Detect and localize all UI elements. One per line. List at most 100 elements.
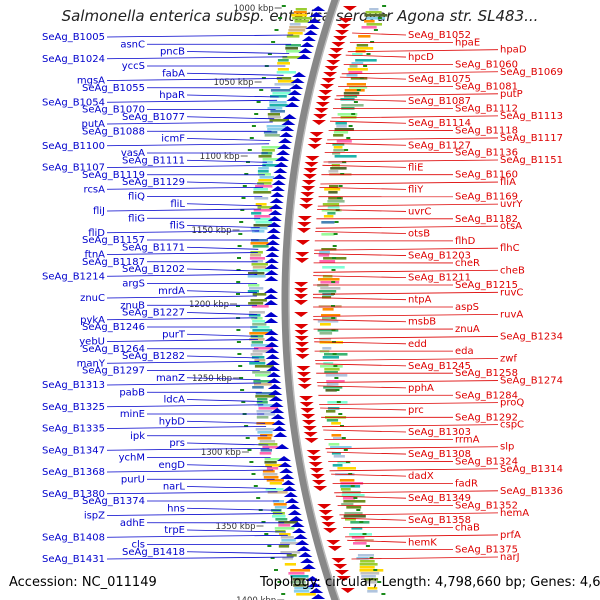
- gene-label[interactable]: SeAg_B1136: [455, 148, 518, 159]
- gene-label[interactable]: SeAg_B1368: [42, 467, 105, 478]
- gene-label[interactable]: SeAg_B1069: [500, 67, 563, 78]
- gene-label[interactable]: SeAg_B1160: [455, 170, 518, 181]
- gene-label[interactable]: mgsA: [77, 76, 105, 87]
- gene-label[interactable]: flhD: [455, 236, 476, 247]
- gene-label[interactable]: manY: [77, 358, 106, 369]
- gene-label[interactable]: chaB: [455, 523, 480, 534]
- gene-label[interactable]: SeAg_B1347: [42, 445, 105, 456]
- gene-label[interactable]: cheR: [455, 258, 480, 269]
- gene-label[interactable]: fliY: [408, 184, 424, 195]
- gene-label[interactable]: SeAg_B1111: [122, 155, 185, 166]
- gene-label[interactable]: SeAg_B1335: [42, 424, 105, 435]
- gene-label[interactable]: asnC: [120, 39, 145, 50]
- gene-label[interactable]: eda: [455, 346, 474, 357]
- gene-label[interactable]: otsB: [408, 229, 430, 240]
- gene-label[interactable]: cheB: [500, 265, 525, 276]
- gene-label[interactable]: hpaD: [500, 45, 527, 56]
- gene-label[interactable]: SeAg_B1114: [408, 118, 471, 129]
- gene-label[interactable]: SeAg_B1112: [455, 104, 518, 115]
- gene-label[interactable]: SeAg_B1308: [408, 449, 471, 460]
- gene-label[interactable]: SeAg_B1187: [82, 257, 145, 268]
- gene-label[interactable]: SeAg_B1054: [42, 97, 105, 108]
- gene-label[interactable]: narJ: [500, 552, 520, 563]
- gene-label[interactable]: SeAg_B1024: [42, 54, 105, 65]
- gene-label[interactable]: SeAg_B1202: [122, 264, 185, 275]
- gene-label[interactable]: trpE: [164, 525, 185, 536]
- gene-label[interactable]: hpcD: [408, 52, 434, 63]
- gene-label[interactable]: argS: [122, 279, 145, 290]
- gene-label[interactable]: SeAg_B1292: [455, 412, 518, 423]
- gene-label[interactable]: SeAg_B1246: [82, 322, 145, 333]
- gene-label[interactable]: ruvC: [500, 287, 523, 298]
- gene-label[interactable]: SeAg_B1211: [408, 273, 471, 284]
- gene-label[interactable]: ispZ: [84, 511, 105, 522]
- gene-label[interactable]: SeAg_B1227: [122, 308, 185, 319]
- gene-label[interactable]: yebU: [79, 337, 105, 348]
- gene-label[interactable]: ipk: [130, 431, 145, 442]
- gene-label[interactable]: hemK: [408, 537, 437, 548]
- gene-label[interactable]: SeAg_B1314: [500, 464, 563, 475]
- gene-label[interactable]: prc: [408, 405, 424, 416]
- gene-label[interactable]: hemA: [500, 508, 529, 519]
- gene-label[interactable]: SeAg_B1336: [500, 486, 563, 497]
- gene-label[interactable]: purT: [162, 329, 186, 340]
- gene-label[interactable]: SeAg_B1297: [82, 366, 145, 377]
- gene-label[interactable]: SeAg_B1107: [42, 163, 105, 174]
- gene-label[interactable]: purU: [121, 474, 145, 485]
- gene-label[interactable]: SeAg_B1055: [82, 83, 145, 94]
- gene-label[interactable]: SeAg_B1258: [455, 368, 518, 379]
- gene-label[interactable]: fliL: [170, 199, 185, 210]
- gene-label[interactable]: cls: [132, 540, 146, 551]
- gene-label[interactable]: fliJ: [93, 206, 105, 217]
- gene-label[interactable]: pncB: [160, 47, 185, 58]
- gene-label[interactable]: SeAg_B1151: [500, 155, 563, 166]
- gene-label[interactable]: uvrC: [408, 207, 431, 218]
- gene-label[interactable]: SeAg_B1169: [455, 192, 518, 203]
- gene-label[interactable]: SeAg_B1075: [408, 74, 471, 85]
- gene-label[interactable]: SeAg_B1374: [82, 496, 145, 507]
- gene-label[interactable]: znuC: [80, 293, 105, 304]
- gene-label[interactable]: SeAg_B1284: [455, 390, 518, 401]
- gene-label[interactable]: icmF: [161, 134, 185, 145]
- gene-label[interactable]: edd: [408, 339, 427, 350]
- gene-label[interactable]: SeAg_B1081: [455, 82, 518, 93]
- gene-label[interactable]: adhE: [120, 518, 145, 529]
- gene-label[interactable]: SeAg_B1282: [122, 351, 185, 362]
- gene-label[interactable]: SeAg_B1274: [500, 376, 563, 387]
- gene-label[interactable]: hybD: [159, 416, 186, 427]
- gene-label[interactable]: SeAg_B1119: [82, 170, 145, 181]
- gene-label[interactable]: SeAg_B1324: [455, 456, 518, 467]
- gene-label[interactable]: SeAg_B1052: [408, 30, 471, 41]
- gene-label[interactable]: SeAg_B1325: [42, 402, 105, 413]
- gene-label[interactable]: vasA: [121, 148, 145, 159]
- gene-label[interactable]: flhC: [500, 243, 520, 254]
- gene-label[interactable]: SeAg_B1418: [122, 547, 185, 558]
- gene-label[interactable]: SeAg_B1113: [500, 111, 563, 122]
- gene-label[interactable]: ychM: [119, 453, 145, 464]
- gene-label[interactable]: SeAg_B1303: [408, 427, 471, 438]
- gene-label[interactable]: SeAg_B1234: [500, 331, 563, 342]
- gene-label[interactable]: SeAg_B1313: [42, 380, 105, 391]
- gene-label[interactable]: SeAg_B1349: [408, 493, 471, 504]
- gene-label[interactable]: dadX: [408, 471, 434, 482]
- gene-label[interactable]: hpaR: [159, 90, 185, 101]
- gene-label[interactable]: SeAg_B1431: [42, 554, 105, 565]
- gene-label[interactable]: hns: [167, 503, 185, 514]
- gene-label[interactable]: SeAg_B1215: [455, 280, 518, 291]
- gene-label[interactable]: ruvA: [500, 309, 523, 320]
- gene-label[interactable]: mrdA: [158, 286, 185, 297]
- gene-label[interactable]: prs: [169, 438, 185, 449]
- gene-label[interactable]: SeAg_B1182: [455, 214, 518, 225]
- gene-label[interactable]: pykA: [80, 315, 105, 326]
- gene-label[interactable]: SeAg_B1408: [42, 532, 105, 543]
- gene-label[interactable]: SeAg_B1117: [500, 133, 563, 144]
- gene-label[interactable]: SeAg_B1352: [455, 501, 518, 512]
- gene-label[interactable]: pphA: [408, 383, 434, 394]
- gene-label[interactable]: putA: [82, 119, 106, 130]
- gene-label[interactable]: pabB: [119, 387, 145, 398]
- gene-label[interactable]: SeAg_B1203: [408, 251, 471, 262]
- gene-label[interactable]: SeAg_B1087: [408, 96, 471, 107]
- gene-label[interactable]: msbB: [408, 317, 436, 328]
- gene-label[interactable]: SeAg_B1070: [82, 105, 145, 116]
- gene-label[interactable]: SeAg_B1245: [408, 361, 471, 372]
